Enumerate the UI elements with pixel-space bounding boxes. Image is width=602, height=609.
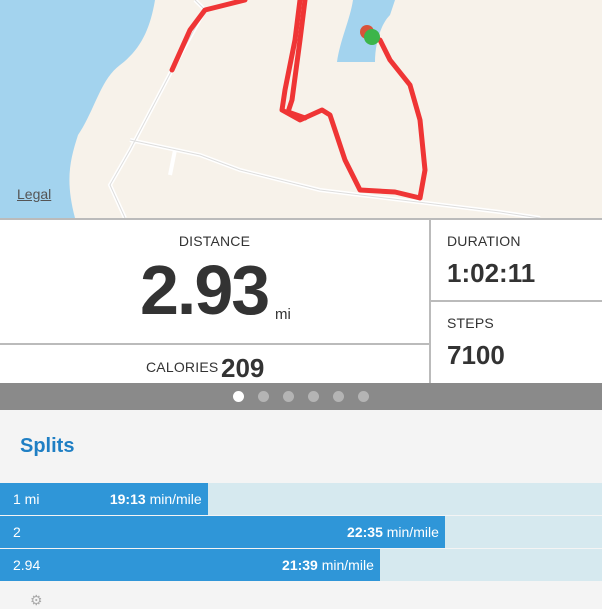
split-pace: 22:35 min/mile — [347, 524, 439, 540]
split-bar: 19:13 min/mile — [0, 483, 208, 515]
distance-label: DISTANCE — [178, 233, 251, 249]
page-indicator[interactable] — [0, 383, 602, 410]
map-graphics — [0, 0, 541, 218]
calories-cell: CALORIES 209 — [0, 345, 431, 385]
duration-label: DURATION — [447, 233, 521, 249]
page-dot[interactable] — [358, 391, 369, 402]
split-pace-unit: min/mile — [321, 557, 374, 573]
stats-panel: DISTANCE 2.93 mi CALORIES 209 DURATION 1… — [0, 218, 602, 385]
split-pace-value: 21:39 — [282, 557, 318, 573]
splits-title: Splits — [20, 435, 75, 457]
route-map[interactable]: Legal — [0, 0, 602, 218]
split-pace-unit: min/mile — [149, 491, 202, 507]
calories-label: CALORIES — [146, 359, 219, 375]
split-pace: 19:13 min/mile — [110, 491, 202, 507]
split-pace-unit: min/mile — [386, 524, 439, 540]
split-mile: 2.94 — [13, 557, 41, 573]
page-dot[interactable] — [233, 391, 244, 402]
distance-cell: DISTANCE 2.93 mi — [0, 220, 431, 345]
duration-cell: DURATION 1:02:11 — [431, 220, 602, 302]
page-dot[interactable] — [283, 391, 294, 402]
page-dot[interactable] — [333, 391, 344, 402]
steps-label: STEPS — [447, 315, 494, 331]
legal-link[interactable]: Legal — [17, 186, 52, 202]
page-dot[interactable] — [308, 391, 319, 402]
calories-value: 209 — [221, 353, 265, 383]
split-bar: 21:39 min/mile — [0, 549, 380, 581]
steps-cell: STEPS 7100 — [431, 302, 602, 385]
split-row: 22:35 min/mile 2 — [0, 516, 602, 548]
split-bar: 22:35 min/mile — [0, 516, 445, 548]
settings-icon[interactable]: ⚙ — [30, 592, 43, 608]
split-mile: 2 — [13, 524, 21, 540]
split-row: 21:39 min/mile 2.94 — [0, 549, 602, 581]
split-row: 19:13 min/mile 1 mi — [0, 483, 602, 515]
split-pace-value: 19:13 — [109, 491, 146, 507]
split-pace-value: 22:35 — [347, 524, 383, 540]
duration-value: 1:02:11 — [447, 258, 536, 288]
steps-value: 7100 — [447, 340, 505, 370]
split-mile: 1 mi — [13, 491, 40, 507]
start-marker — [364, 29, 380, 45]
water — [0, 0, 155, 218]
route-path — [169, 0, 428, 201]
distance-unit: mi — [275, 306, 291, 323]
page-dot[interactable] — [258, 391, 269, 402]
split-pace: 21:39 min/mile — [282, 557, 374, 573]
distance-value: 2.93 — [140, 251, 270, 329]
